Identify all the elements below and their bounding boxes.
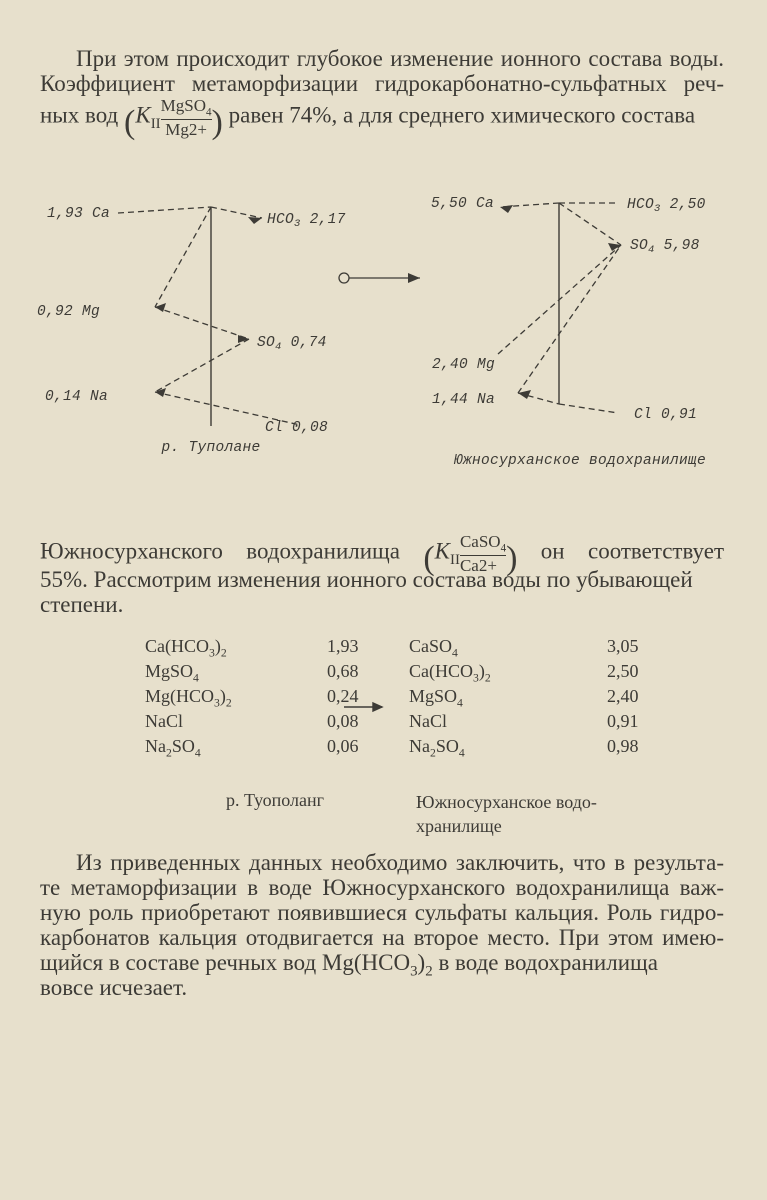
- svg-text:2,40 Mg: 2,40 Mg: [432, 357, 495, 373]
- svg-text:5,50 Ca: 5,50 Ca: [431, 196, 494, 212]
- svg-text:Cl 0,91: Cl 0,91: [634, 407, 697, 423]
- svg-text:SO4 0,74: SO4 0,74: [257, 335, 327, 353]
- svg-text:1,44 Na: 1,44 Na: [432, 392, 495, 408]
- svg-text:1,93 Ca: 1,93 Ca: [47, 206, 110, 222]
- svg-text:р. Туполане: р. Туполане: [160, 440, 260, 456]
- svg-text:0,14 Na: 0,14 Na: [45, 389, 108, 405]
- svg-text:0,92 Mg: 0,92 Mg: [37, 304, 100, 320]
- svg-text:Южносурханское водохранилище: Южносурханское водохранилище: [453, 453, 706, 469]
- svg-text:HCO3 2,50: HCO3 2,50: [627, 197, 706, 215]
- svg-text:SO4 5,98: SO4 5,98: [630, 238, 700, 256]
- svg-text:HCO3 2,17: HCO3 2,17: [267, 212, 346, 230]
- svg-text:Cl 0,08: Cl 0,08: [265, 420, 328, 436]
